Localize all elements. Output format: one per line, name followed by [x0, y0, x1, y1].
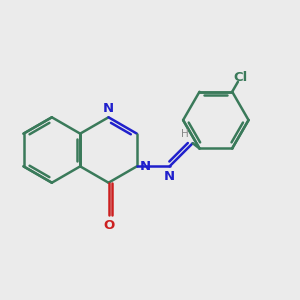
Text: H: H — [181, 129, 189, 139]
Text: N: N — [140, 160, 151, 173]
Text: O: O — [103, 219, 114, 232]
Text: N: N — [103, 102, 114, 115]
Text: N: N — [164, 169, 175, 183]
Text: Cl: Cl — [233, 71, 247, 84]
